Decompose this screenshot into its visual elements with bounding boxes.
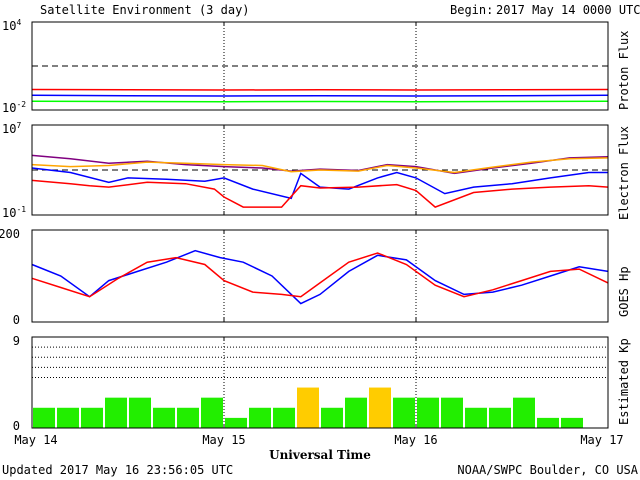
y-tick-label: 107 (2, 121, 21, 136)
blue-series-line (31, 167, 608, 200)
begin-value: 2017 May 14 0000 UTC (496, 3, 640, 17)
panel-frame (31, 229, 609, 323)
y-tick-label: 10-2 (2, 100, 26, 115)
x-tick-label-2: May 16 (394, 433, 437, 447)
green-series-line (31, 100, 609, 103)
kp-bar (153, 407, 175, 428)
kp-bar (297, 387, 319, 428)
goes-hp-label: GOES Hp (617, 266, 631, 317)
kp-bar (369, 387, 391, 428)
y-tick-label: 0 (13, 313, 20, 327)
panel-frame (31, 336, 609, 429)
kp-bar (201, 397, 223, 428)
kp-bar (57, 407, 79, 428)
orange-series-line (31, 157, 609, 174)
kp-bar (537, 417, 559, 428)
kp-bar (561, 417, 583, 428)
kp-bar (489, 407, 511, 428)
chart-title: Satellite Environment (3 day) (40, 3, 250, 17)
proton-flux-label: Proton Flux (617, 31, 631, 110)
kp-bar (105, 397, 127, 428)
y-tick-label: 9 (13, 334, 20, 348)
red-series-line (31, 252, 609, 298)
blue-series-line (31, 94, 609, 97)
kp-bar (273, 407, 295, 428)
credit-text: NOAA/SWPC Boulder, CO USA (457, 463, 638, 477)
kp-bar (129, 397, 151, 428)
kp-bar (441, 397, 463, 428)
y-tick-label: 104 (2, 18, 21, 33)
kp-bar (393, 397, 415, 428)
begin-label: Begin: (450, 3, 493, 17)
kp-bar (345, 397, 367, 428)
proton-flux-panel: 104 10-2 (2, 18, 609, 115)
x-axis-title: Universal Time (269, 448, 371, 462)
electron-flux-panel: 107 10-1 (2, 121, 609, 220)
y-tick-label: 200 (0, 227, 20, 241)
panel-frame (31, 21, 609, 111)
kp-bar (465, 407, 487, 428)
kp-bar (249, 407, 271, 428)
x-tick-label-3: May 17 (580, 433, 623, 447)
red-series-line (31, 179, 609, 208)
blue-series-line (31, 249, 609, 305)
kp-bar (417, 397, 439, 428)
estimated-kp-label: Estimated Kp (617, 338, 631, 425)
updated-timestamp: Updated 2017 May 16 23:56:05 UTC (2, 463, 233, 477)
kp-bar (513, 397, 535, 428)
kp-bar (177, 407, 199, 428)
kp-bar (81, 407, 103, 428)
red-series-line (31, 88, 609, 91)
y-tick-label: 10-1 (2, 205, 26, 220)
kp-bar (321, 407, 343, 428)
x-tick-label-0: May 14 (14, 433, 57, 447)
kp-bar (33, 407, 55, 428)
electron-flux-label: Electron Flux (617, 126, 631, 220)
y-tick-label: 0 (13, 419, 20, 433)
estimated-kp-panel: 90 (13, 334, 609, 433)
purple-series-line (31, 154, 609, 175)
x-tick-label-1: May 15 (202, 433, 245, 447)
kp-bar (225, 417, 247, 428)
panel-frame (31, 124, 609, 216)
